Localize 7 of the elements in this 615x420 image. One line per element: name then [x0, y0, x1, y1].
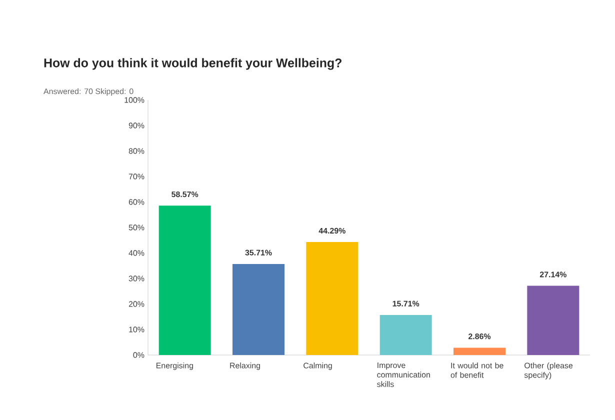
bar: [527, 286, 580, 355]
chart-title: How do you think it would benefit your Wellbeing?: [44, 58, 342, 70]
bar: [158, 206, 211, 355]
bar: [454, 348, 506, 355]
bar: [380, 314, 432, 355]
bar: [306, 242, 358, 355]
bar: [232, 264, 285, 355]
